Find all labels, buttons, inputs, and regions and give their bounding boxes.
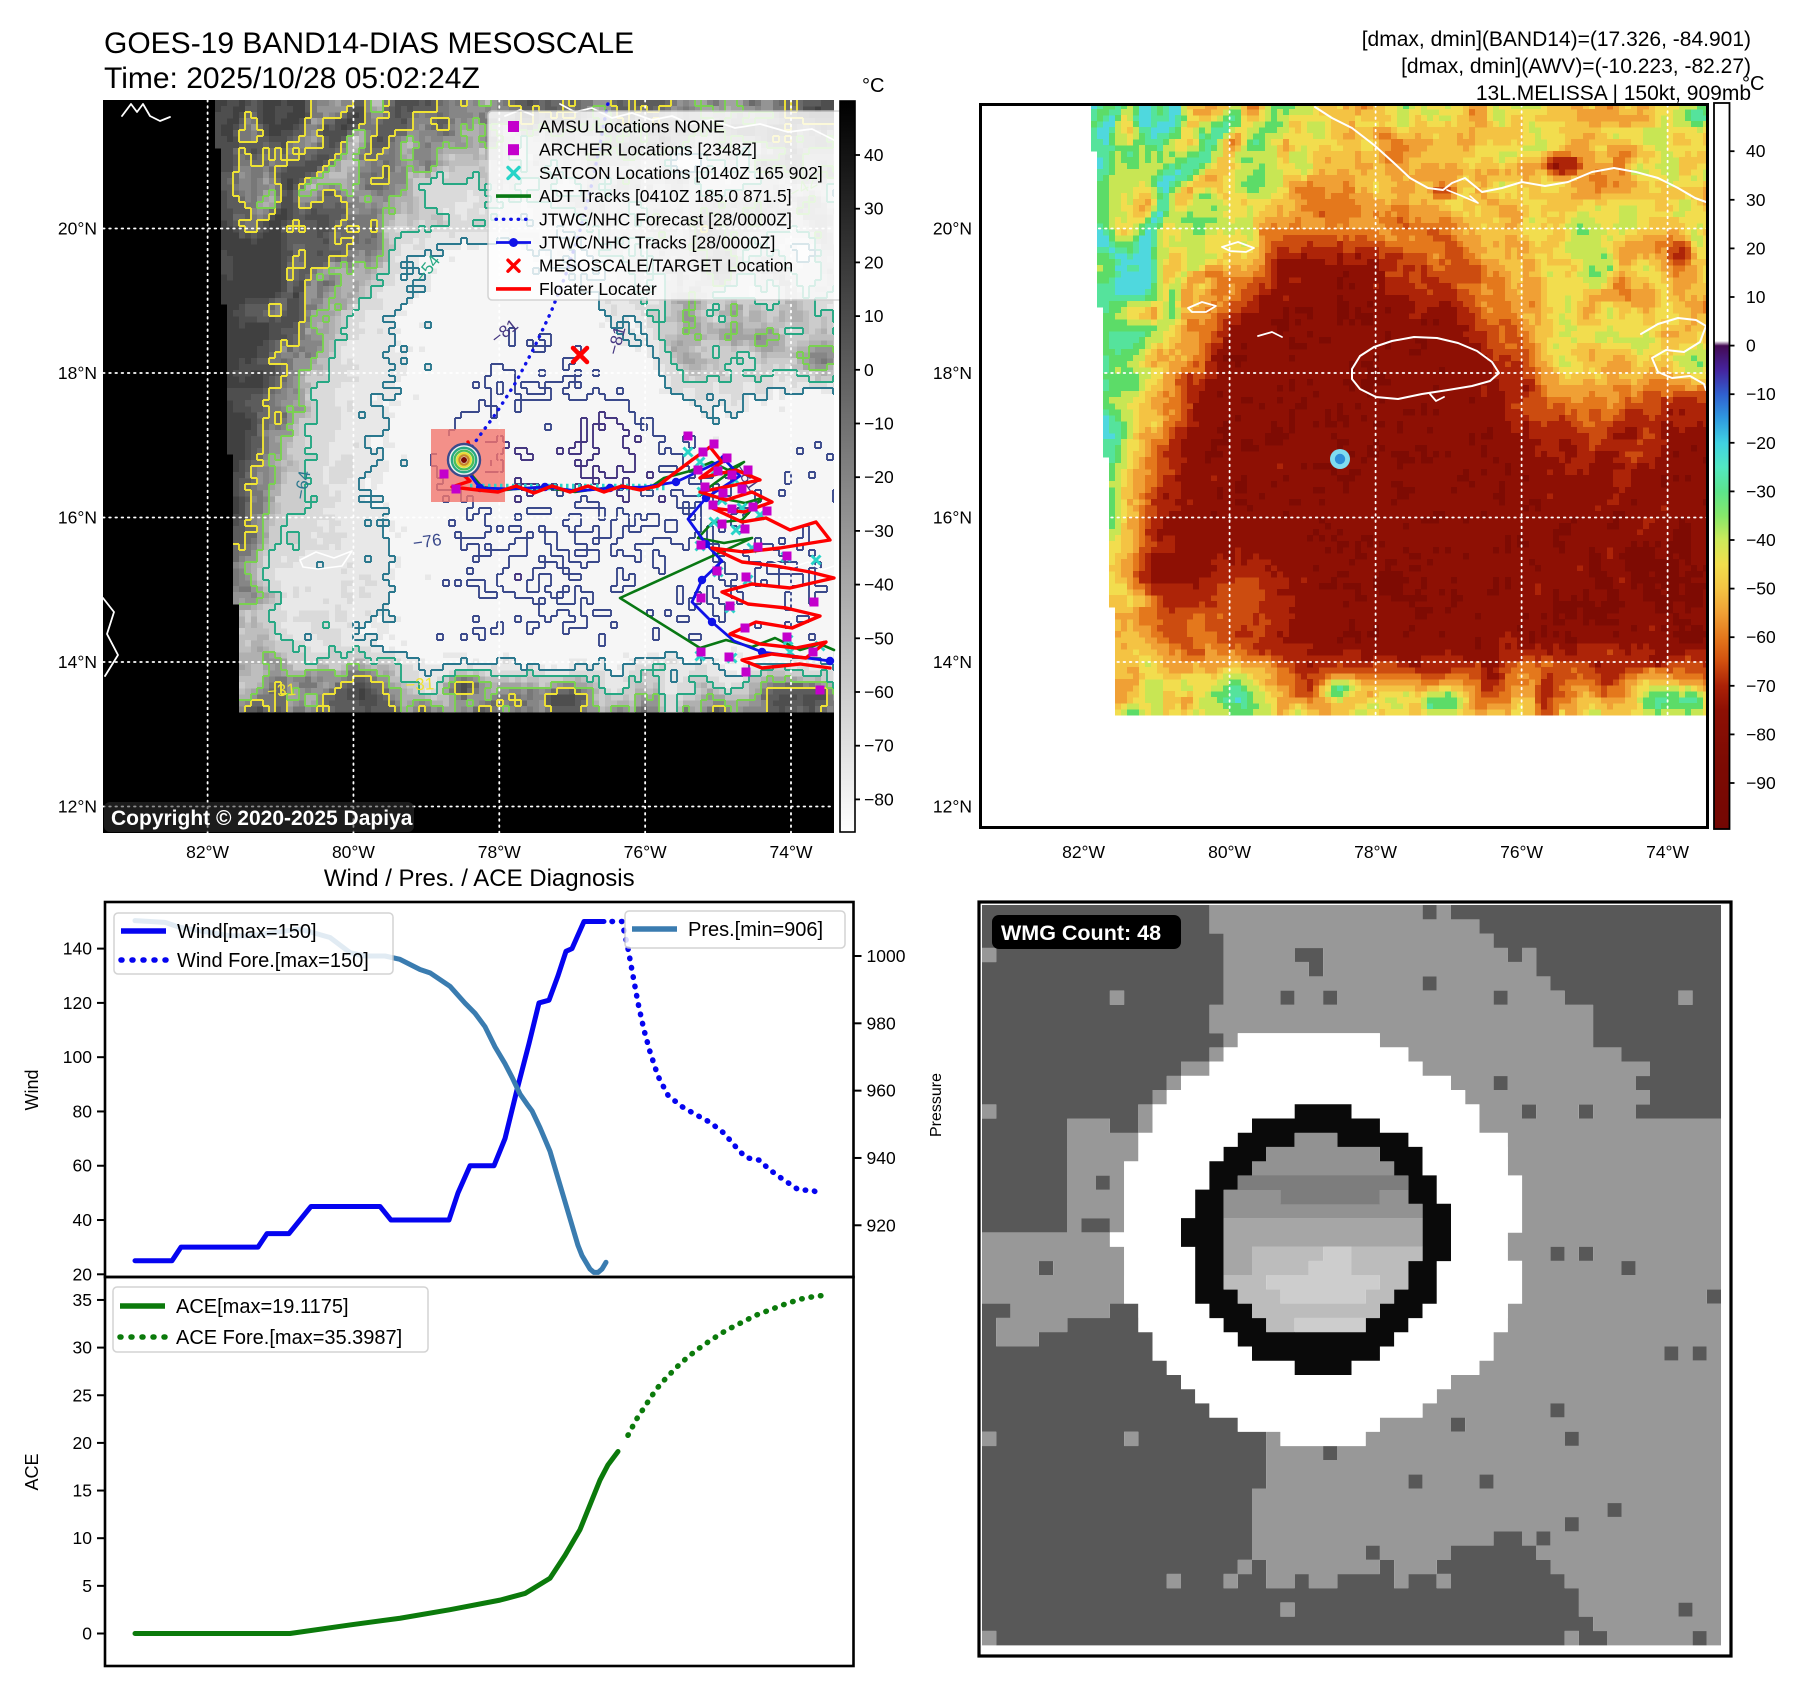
- svg-text:18°N: 18°N: [933, 363, 972, 383]
- svg-text:Pressure: Pressure: [928, 1073, 945, 1137]
- svg-text:78°W: 78°W: [478, 842, 521, 862]
- svg-text:25: 25: [73, 1385, 92, 1405]
- svg-text:−31: −31: [405, 674, 435, 694]
- svg-text:°C: °C: [862, 75, 884, 97]
- svg-text:Time: 2025/10/28 05:02:24Z: Time: 2025/10/28 05:02:24Z: [104, 62, 480, 95]
- svg-text:30: 30: [864, 199, 884, 219]
- svg-text:40: 40: [1746, 141, 1766, 161]
- svg-text:JTWC/NHC Tracks [28/0000Z]: JTWC/NHC Tracks [28/0000Z]: [539, 233, 775, 253]
- svg-text:Pres.[min=906]: Pres.[min=906]: [688, 919, 823, 941]
- svg-text:JTWC/NHC Forecast [28/0000Z]: JTWC/NHC Forecast [28/0000Z]: [539, 209, 792, 229]
- svg-text:WMG Count: 48: WMG Count: 48: [1001, 921, 1161, 945]
- svg-text:940: 940: [867, 1148, 896, 1168]
- svg-text:ACE Fore.[max=35.3987]: ACE Fore.[max=35.3987]: [176, 1327, 402, 1349]
- svg-text:−50: −50: [1746, 579, 1776, 599]
- svg-text:980: 980: [867, 1013, 896, 1033]
- svg-text:ADT Tracks [0410Z 185.0 871.5]: ADT Tracks [0410Z 185.0 871.5]: [539, 186, 792, 206]
- svg-text:−31: −31: [266, 680, 296, 701]
- svg-text:MESOSCALE/TARGET Location: MESOSCALE/TARGET Location: [539, 256, 793, 276]
- svg-text:20: 20: [1746, 238, 1766, 258]
- svg-text:20: 20: [864, 252, 884, 272]
- svg-text:−60: −60: [1746, 627, 1776, 647]
- svg-text:−10: −10: [1746, 384, 1776, 404]
- svg-text:10: 10: [73, 1528, 93, 1548]
- svg-text:35: 35: [73, 1290, 92, 1310]
- svg-text:°C: °C: [1742, 73, 1764, 95]
- svg-text:920: 920: [867, 1215, 896, 1235]
- svg-text:−20: −20: [1746, 433, 1776, 453]
- svg-text:Wind / Pres. / ACE Diagnosis: Wind / Pres. / ACE Diagnosis: [324, 865, 635, 892]
- svg-text:10: 10: [1746, 287, 1766, 307]
- svg-text:ACE: ACE: [22, 1453, 42, 1490]
- svg-text:1000: 1000: [867, 946, 906, 966]
- svg-text:82°W: 82°W: [1062, 842, 1105, 862]
- svg-text:Copyright © 2020-2025 Dapiya: Copyright © 2020-2025 Dapiya: [111, 807, 413, 830]
- svg-text:15: 15: [73, 1481, 92, 1501]
- svg-text:20°N: 20°N: [58, 219, 97, 239]
- svg-text:−76: −76: [412, 530, 443, 553]
- svg-text:80: 80: [73, 1101, 93, 1121]
- svg-text:60: 60: [73, 1156, 93, 1176]
- svg-text:−50: −50: [864, 628, 894, 648]
- svg-text:30: 30: [1746, 190, 1766, 210]
- svg-text:−80: −80: [864, 789, 894, 809]
- svg-text:Wind Fore.[max=150]: Wind Fore.[max=150]: [177, 950, 369, 972]
- svg-text:[dmax, dmin](BAND14)=(17.326,: [dmax, dmin](BAND14)=(17.326, -84.901): [1362, 28, 1751, 51]
- svg-text:30: 30: [73, 1338, 93, 1358]
- svg-text:−20: −20: [864, 467, 894, 487]
- svg-text:−40: −40: [864, 575, 894, 595]
- svg-text:0: 0: [1746, 336, 1756, 356]
- svg-text:−64: −64: [291, 469, 315, 501]
- svg-text:20: 20: [73, 1264, 93, 1284]
- svg-text:76°W: 76°W: [624, 842, 667, 862]
- svg-text:12°N: 12°N: [58, 797, 97, 817]
- svg-text:−40: −40: [1746, 530, 1776, 550]
- svg-text:Wind[max=150]: Wind[max=150]: [177, 921, 317, 943]
- svg-text:100: 100: [63, 1047, 92, 1067]
- svg-text:0: 0: [864, 360, 874, 380]
- svg-text:−80: −80: [1746, 724, 1776, 744]
- svg-text:14°N: 14°N: [933, 652, 972, 672]
- svg-text:−90: −90: [1746, 773, 1776, 793]
- svg-text:GOES-19 BAND14-DIAS MESOSCALE: GOES-19 BAND14-DIAS MESOSCALE: [104, 27, 634, 60]
- svg-text:−30: −30: [864, 521, 894, 541]
- svg-text:74°W: 74°W: [1646, 842, 1689, 862]
- svg-text:−70: −70: [864, 736, 894, 756]
- svg-text:40: 40: [864, 145, 884, 165]
- svg-text:80°W: 80°W: [1208, 842, 1251, 862]
- svg-text:78°W: 78°W: [1354, 842, 1397, 862]
- svg-text:20: 20: [73, 1433, 93, 1453]
- svg-text:18°N: 18°N: [58, 363, 97, 383]
- svg-text:−30: −30: [1746, 481, 1776, 501]
- svg-text:−60: −60: [864, 682, 894, 702]
- svg-text:SATCON Locations [0140Z 165 90: SATCON Locations [0140Z 165 902]: [539, 163, 823, 183]
- svg-text:14°N: 14°N: [58, 652, 97, 672]
- svg-text:10: 10: [864, 306, 884, 326]
- svg-text:12°N: 12°N: [933, 797, 972, 817]
- svg-text:0: 0: [82, 1624, 92, 1644]
- svg-text:140: 140: [63, 939, 92, 959]
- svg-text:20°N: 20°N: [933, 219, 972, 239]
- svg-text:−10: −10: [864, 414, 894, 434]
- svg-text:120: 120: [63, 993, 92, 1013]
- svg-text:13L.MELISSA | 150kt, 909mb: 13L.MELISSA | 150kt, 909mb: [1476, 82, 1751, 105]
- svg-text:960: 960: [867, 1081, 896, 1101]
- svg-text:AMSU Locations NONE: AMSU Locations NONE: [539, 117, 725, 137]
- svg-text:76°W: 76°W: [1500, 842, 1543, 862]
- svg-text:40: 40: [73, 1210, 93, 1230]
- svg-text:80°W: 80°W: [332, 842, 375, 862]
- svg-text:Floater Locater: Floater Locater: [539, 279, 657, 299]
- svg-text:74°W: 74°W: [770, 842, 813, 862]
- svg-text:Wind: Wind: [22, 1069, 42, 1110]
- svg-text:ARCHER Locations [2348Z]: ARCHER Locations [2348Z]: [539, 140, 757, 160]
- svg-text:16°N: 16°N: [933, 508, 972, 528]
- svg-text:5: 5: [82, 1576, 92, 1596]
- svg-text:82°W: 82°W: [186, 842, 229, 862]
- svg-text:[dmax, dmin](AWV)=(-10.223, -8: [dmax, dmin](AWV)=(-10.223, -82.27): [1401, 55, 1751, 78]
- svg-text:−70: −70: [1746, 676, 1776, 696]
- svg-text:ACE[max=19.1175]: ACE[max=19.1175]: [176, 1296, 349, 1318]
- svg-text:16°N: 16°N: [58, 508, 97, 528]
